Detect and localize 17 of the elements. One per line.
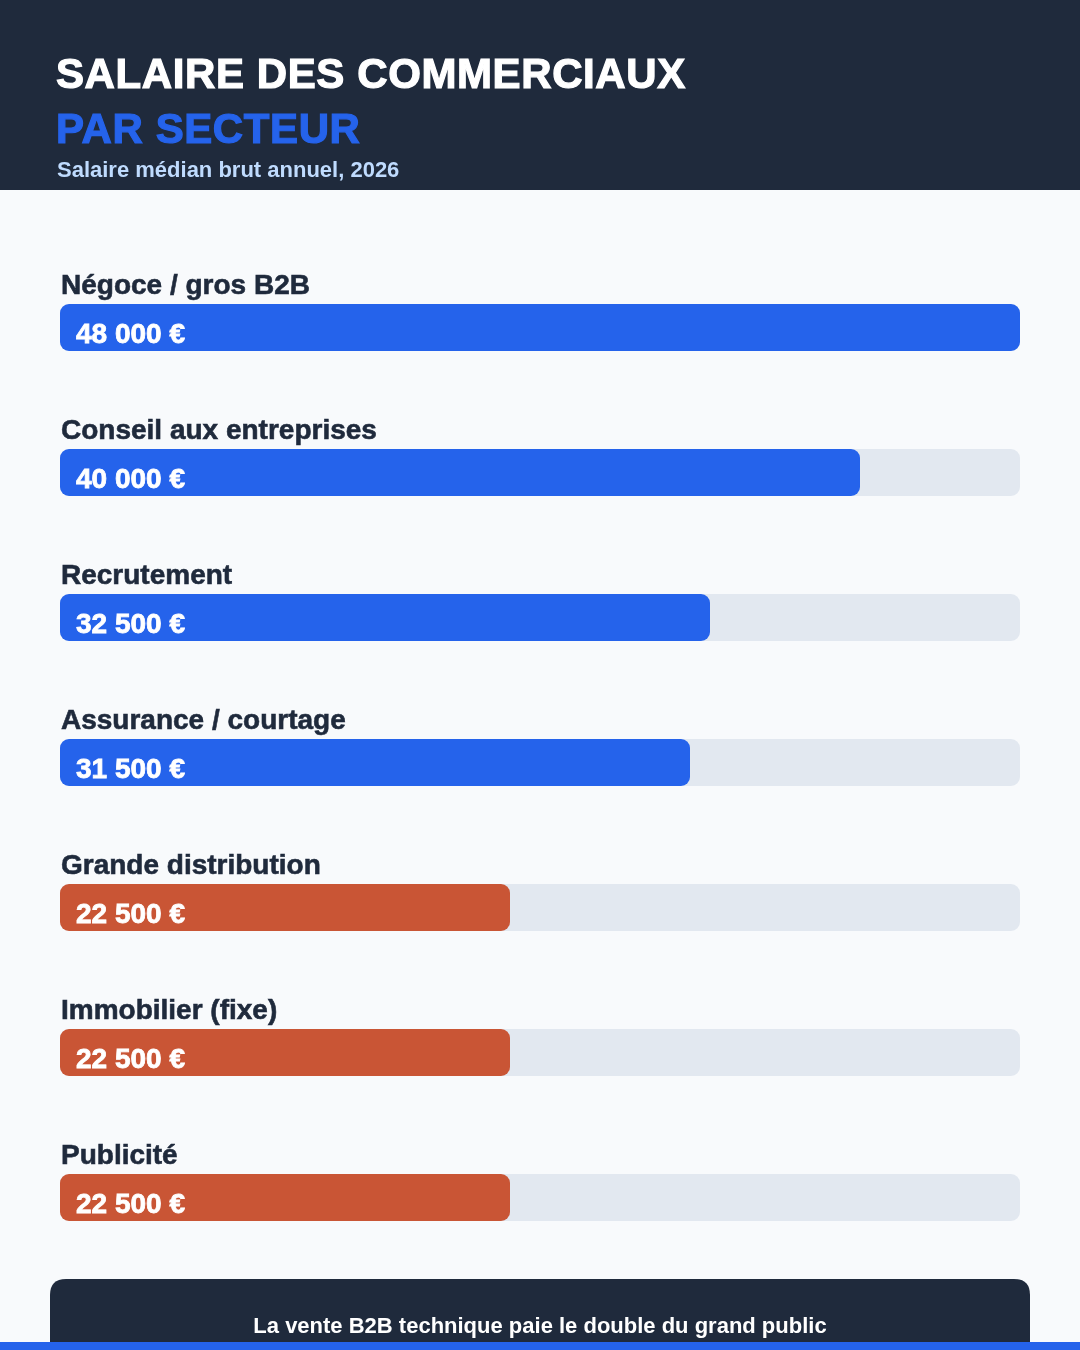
y-tick-label: Conseil aux entreprises bbox=[61, 414, 377, 445]
data-label: 22 500 € bbox=[76, 1043, 186, 1074]
y-tick-label: Assurance / courtage bbox=[61, 704, 346, 735]
data-label: 22 500 € bbox=[76, 1188, 186, 1219]
data-label: 31 500 € bbox=[76, 753, 186, 784]
chart-subtitle: Salaire médian brut annuel, 2026 bbox=[57, 157, 400, 182]
y-tick-label: Recrutement bbox=[61, 559, 233, 590]
y-tick-label: Immobilier (fixe) bbox=[61, 994, 278, 1025]
data-label: 40 000 € bbox=[76, 463, 186, 494]
text: La vente B2B technique paie le double du grand public bbox=[253, 1313, 827, 1338]
chart-title: SALAIRE DES COMMERCIAUX PAR SECTEUR bbox=[56, 50, 686, 152]
data-label: 48 000 € bbox=[76, 318, 186, 349]
y-tick-label: Publicité bbox=[61, 1139, 178, 1170]
y-tick-label: Négoce / gros B2B bbox=[61, 269, 310, 300]
y-tick-label: Grande distribution bbox=[61, 849, 321, 880]
data-label: 32 500 € bbox=[76, 608, 186, 639]
data-label: 22 500 € bbox=[76, 898, 186, 929]
